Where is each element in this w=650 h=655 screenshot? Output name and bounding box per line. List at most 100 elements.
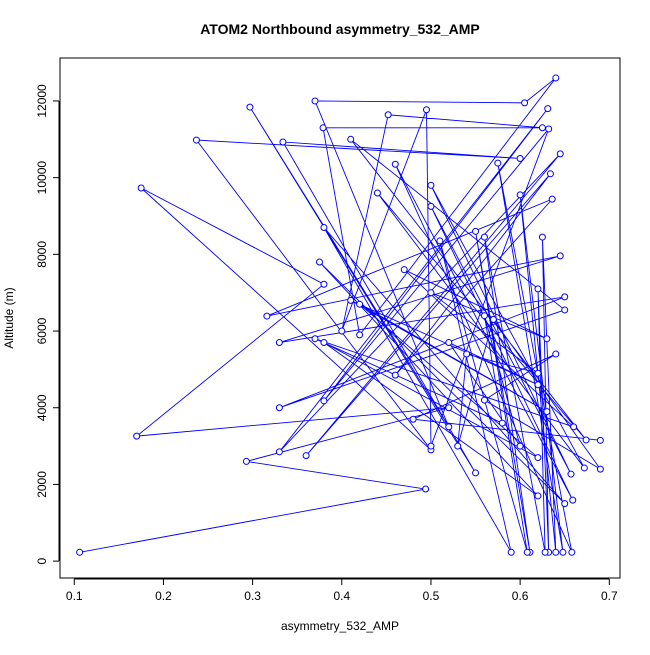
point bbox=[596, 436, 604, 444]
point bbox=[311, 335, 319, 343]
point bbox=[347, 296, 355, 304]
point bbox=[454, 442, 462, 450]
x-tick-label: 0.1 bbox=[66, 589, 83, 603]
point bbox=[302, 452, 310, 460]
point bbox=[534, 381, 542, 389]
point bbox=[422, 106, 430, 114]
point bbox=[311, 97, 319, 105]
point bbox=[546, 170, 554, 178]
point bbox=[445, 423, 453, 431]
point bbox=[356, 300, 364, 308]
point bbox=[338, 327, 346, 335]
point bbox=[534, 492, 542, 500]
point bbox=[76, 548, 84, 556]
x-tick-label: 0.6 bbox=[512, 589, 529, 603]
point bbox=[567, 470, 575, 478]
point bbox=[568, 548, 576, 556]
point bbox=[523, 548, 531, 556]
plot-box bbox=[59, 57, 621, 579]
point bbox=[507, 548, 515, 556]
point bbox=[427, 202, 435, 210]
point bbox=[356, 331, 364, 339]
point bbox=[445, 339, 453, 347]
x-axis-label: asymmetry_532_AMP bbox=[281, 619, 399, 633]
point bbox=[480, 312, 488, 320]
point bbox=[552, 74, 560, 82]
point bbox=[580, 464, 588, 472]
point bbox=[596, 465, 604, 473]
y-tick-label: 0 bbox=[35, 557, 49, 564]
point bbox=[561, 293, 569, 301]
point bbox=[538, 124, 546, 132]
point bbox=[400, 266, 408, 274]
point bbox=[347, 135, 355, 143]
point bbox=[480, 396, 488, 404]
point bbox=[559, 548, 567, 556]
point bbox=[384, 111, 392, 119]
point bbox=[543, 408, 551, 416]
x-tick-label: 0.3 bbox=[244, 589, 261, 603]
x-tick-label: 0.5 bbox=[423, 589, 440, 603]
point bbox=[319, 124, 327, 132]
point bbox=[582, 436, 590, 444]
y-tick-label: 6000 bbox=[35, 317, 49, 344]
point bbox=[561, 500, 569, 508]
point bbox=[242, 457, 250, 465]
point bbox=[320, 223, 328, 231]
point bbox=[516, 191, 524, 199]
point bbox=[548, 195, 556, 203]
y-tick-label: 4000 bbox=[35, 394, 49, 421]
point bbox=[463, 350, 471, 358]
point bbox=[315, 258, 323, 266]
point bbox=[552, 350, 560, 358]
point bbox=[263, 312, 271, 320]
point bbox=[472, 227, 480, 235]
point bbox=[480, 233, 488, 241]
x-tick-label: 0.7 bbox=[601, 589, 618, 603]
point bbox=[445, 404, 453, 412]
point bbox=[279, 138, 287, 146]
y-tick-label: 10000 bbox=[35, 161, 49, 195]
point bbox=[516, 154, 524, 162]
point bbox=[137, 184, 145, 192]
point bbox=[489, 316, 497, 324]
point bbox=[534, 285, 542, 293]
point bbox=[320, 280, 328, 288]
y-tick-label: 2000 bbox=[35, 471, 49, 498]
point bbox=[498, 419, 506, 427]
point bbox=[561, 306, 569, 314]
point bbox=[544, 105, 552, 113]
x-tick-label: 0.4 bbox=[333, 589, 350, 603]
point bbox=[427, 442, 435, 450]
point bbox=[570, 423, 578, 431]
point bbox=[436, 237, 444, 245]
point bbox=[552, 548, 560, 556]
point bbox=[275, 339, 283, 347]
point bbox=[192, 136, 200, 144]
point bbox=[391, 371, 399, 379]
point bbox=[427, 181, 435, 189]
point bbox=[543, 335, 551, 343]
point bbox=[521, 99, 529, 107]
point bbox=[422, 485, 430, 493]
point bbox=[556, 150, 564, 158]
point bbox=[541, 548, 549, 556]
point bbox=[545, 125, 553, 133]
point bbox=[556, 252, 564, 260]
point bbox=[133, 432, 141, 440]
x-tick-label: 0.2 bbox=[155, 589, 172, 603]
point bbox=[534, 369, 542, 377]
y-tick-label: 12000 bbox=[35, 84, 49, 118]
point bbox=[516, 442, 524, 450]
point bbox=[409, 415, 417, 423]
point bbox=[427, 289, 435, 297]
point bbox=[275, 404, 283, 412]
point bbox=[472, 469, 480, 477]
y-tick-label: 8000 bbox=[35, 241, 49, 268]
point bbox=[320, 339, 328, 347]
point bbox=[246, 103, 254, 111]
point bbox=[320, 397, 328, 405]
point bbox=[569, 496, 577, 504]
